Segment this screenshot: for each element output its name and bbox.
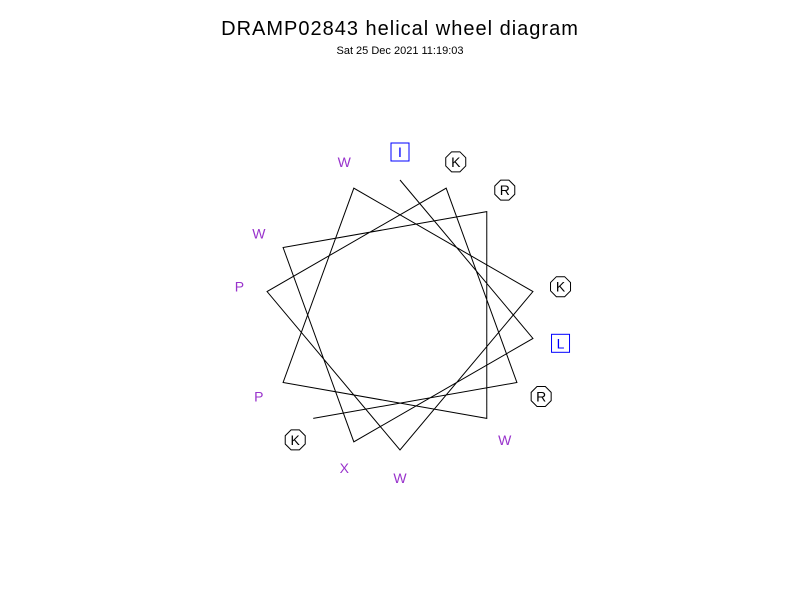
residue-label: W	[393, 470, 407, 486]
residue-label: P	[235, 279, 244, 295]
residue-label: X	[340, 460, 350, 476]
helical-wheel-svg: I L X W R W P W K W P K R K	[0, 0, 800, 600]
residue-label: I	[398, 144, 402, 160]
wheel-polyline	[267, 180, 533, 450]
residue-label: L	[557, 335, 565, 351]
residue-label: R	[536, 389, 546, 405]
residue-label: K	[451, 154, 461, 170]
residue-label: K	[556, 279, 566, 295]
residue-label: W	[498, 432, 512, 448]
residue-label: W	[252, 226, 266, 242]
residue-label: P	[254, 389, 263, 405]
residue-label: W	[338, 154, 352, 170]
residue-label: K	[291, 432, 301, 448]
residue-label: R	[500, 182, 510, 198]
